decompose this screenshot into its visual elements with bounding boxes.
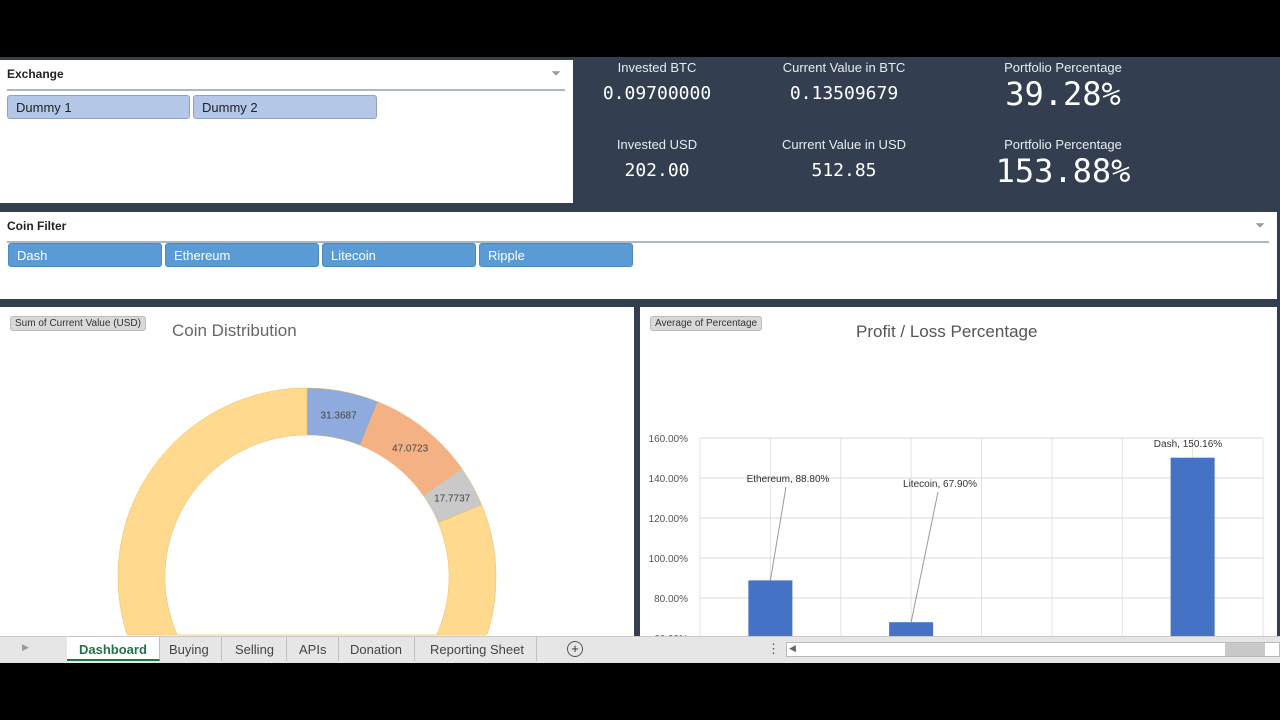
- exchange-item-dummy-1[interactable]: Dummy 1: [7, 95, 190, 119]
- kpi-value: 0.13509679: [789, 83, 899, 104]
- kpi-value: 39.28%: [1005, 75, 1121, 113]
- kpi-label: Portfolio Percentage: [1004, 137, 1122, 152]
- exchange-slicer: Exchange ⏷ Dummy 1 Dummy 2: [0, 60, 573, 203]
- coin-item-ethereum[interactable]: Ethereum: [165, 243, 319, 267]
- kpi-label: Current Value in BTC: [782, 60, 906, 75]
- y-tick-label: 80.00%: [654, 594, 688, 605]
- divider: [7, 89, 565, 91]
- slice-label: 31.3687: [321, 411, 358, 422]
- clear-filter-icon[interactable]: ⏷: [551, 66, 561, 80]
- bar-litecoin: [889, 622, 934, 636]
- slice-label: 47.0723: [392, 444, 429, 455]
- bar-svg: 40.00%60.00%80.00%100.00%120.00%140.00%1…: [649, 434, 1264, 636]
- leader-line: [769, 486, 787, 581]
- horizontal-scrollbar[interactable]: ◀: [786, 642, 1280, 657]
- chart-title: Coin Distribution: [172, 321, 297, 340]
- coin-item-litecoin[interactable]: Litecoin: [322, 243, 476, 267]
- profit-loss-chart: Average of Percentage Profit / Loss Perc…: [640, 307, 1277, 636]
- exchange-slicer-title: Exchange: [7, 67, 64, 81]
- donut-svg: 31.3687 47.0723 17.7737: [117, 387, 497, 636]
- kpi-label: Invested BTC: [617, 60, 697, 75]
- scrollbar-thumb[interactable]: [1225, 643, 1265, 656]
- kpi-value: 202.00: [624, 160, 690, 181]
- more-options-icon[interactable]: ⋮: [767, 641, 780, 656]
- data-label: Dash, 150.16%: [1154, 439, 1222, 450]
- slice-label: 17.7737: [434, 494, 471, 505]
- y-tick-label: 60.00%: [654, 634, 688, 636]
- kpi-label: Portfolio Percentage: [1004, 60, 1122, 75]
- clear-filter-icon[interactable]: ⏷: [1255, 218, 1265, 232]
- divider: [7, 241, 1269, 243]
- coin-filter-slicer: Coin Filter ⏷ Dash Ethereum Litecoin Rip…: [0, 212, 1277, 299]
- kpi-portfolio-pct-1: Portfolio Percentage 39.28%: [963, 60, 1163, 113]
- add-sheet-icon[interactable]: +: [567, 641, 583, 657]
- tab-reporting-sheet[interactable]: Reporting Sheet: [418, 637, 537, 661]
- kpi-current-usd: Current Value in USD 512.85: [744, 137, 944, 181]
- kpi-portfolio-pct-2: Portfolio Percentage 153.88%: [963, 137, 1163, 190]
- data-label: Litecoin, 67.90%: [903, 479, 977, 490]
- kpi-current-btc: Current Value in BTC 0.13509679: [744, 60, 944, 104]
- leader-line: [910, 491, 939, 623]
- donut-slice: [117, 387, 497, 636]
- scroll-tabs-left-icon[interactable]: ▶: [22, 642, 29, 652]
- y-tick-label: 120.00%: [649, 514, 689, 525]
- kpi-value: 512.85: [811, 160, 877, 181]
- sheet-tab-bar: ▶ Dashboard Buying Selling APIs Donation…: [0, 636, 1280, 663]
- y-tick-label: 160.00%: [649, 434, 689, 445]
- field-button[interactable]: Average of Percentage: [650, 316, 763, 331]
- coin-distribution-chart: Sum of Current Value (USD) Coin Distribu…: [0, 307, 634, 636]
- bar-dash: [1170, 457, 1215, 636]
- coin-item-ripple[interactable]: Ripple: [479, 243, 633, 267]
- tab-donation[interactable]: Donation: [338, 637, 416, 661]
- dashboard: Exchange ⏷ Dummy 1 Dummy 2 Invested BTC 0…: [0, 57, 1280, 636]
- coin-item-dash[interactable]: Dash: [8, 243, 162, 267]
- y-tick-label: 140.00%: [649, 474, 689, 485]
- kpi-value: 153.88%: [995, 152, 1131, 190]
- y-tick-label: 100.00%: [649, 554, 689, 565]
- kpi-label: Invested USD: [616, 137, 698, 152]
- tab-buying[interactable]: Buying: [157, 637, 222, 661]
- tab-dashboard[interactable]: Dashboard: [67, 637, 160, 661]
- exchange-item-dummy-2[interactable]: Dummy 2: [193, 95, 377, 119]
- bar-ethereum: [748, 580, 793, 636]
- kpi-invested-usd: Invested USD 202.00: [557, 137, 757, 181]
- data-label: Ethereum, 88.80%: [747, 474, 830, 485]
- kpi-value: 0.09700000: [602, 83, 712, 104]
- coin-filter-title: Coin Filter: [7, 219, 67, 233]
- tab-selling[interactable]: Selling: [223, 637, 288, 661]
- tab-apis[interactable]: APIs: [287, 637, 340, 661]
- field-button[interactable]: Sum of Current Value (USD): [10, 316, 146, 331]
- kpi-invested-btc: Invested BTC 0.09700000: [557, 60, 757, 104]
- kpi-label: Current Value in USD: [781, 137, 907, 152]
- scroll-left-icon[interactable]: ◀: [789, 643, 796, 653]
- chart-title: Profit / Loss Percentage: [856, 322, 1038, 341]
